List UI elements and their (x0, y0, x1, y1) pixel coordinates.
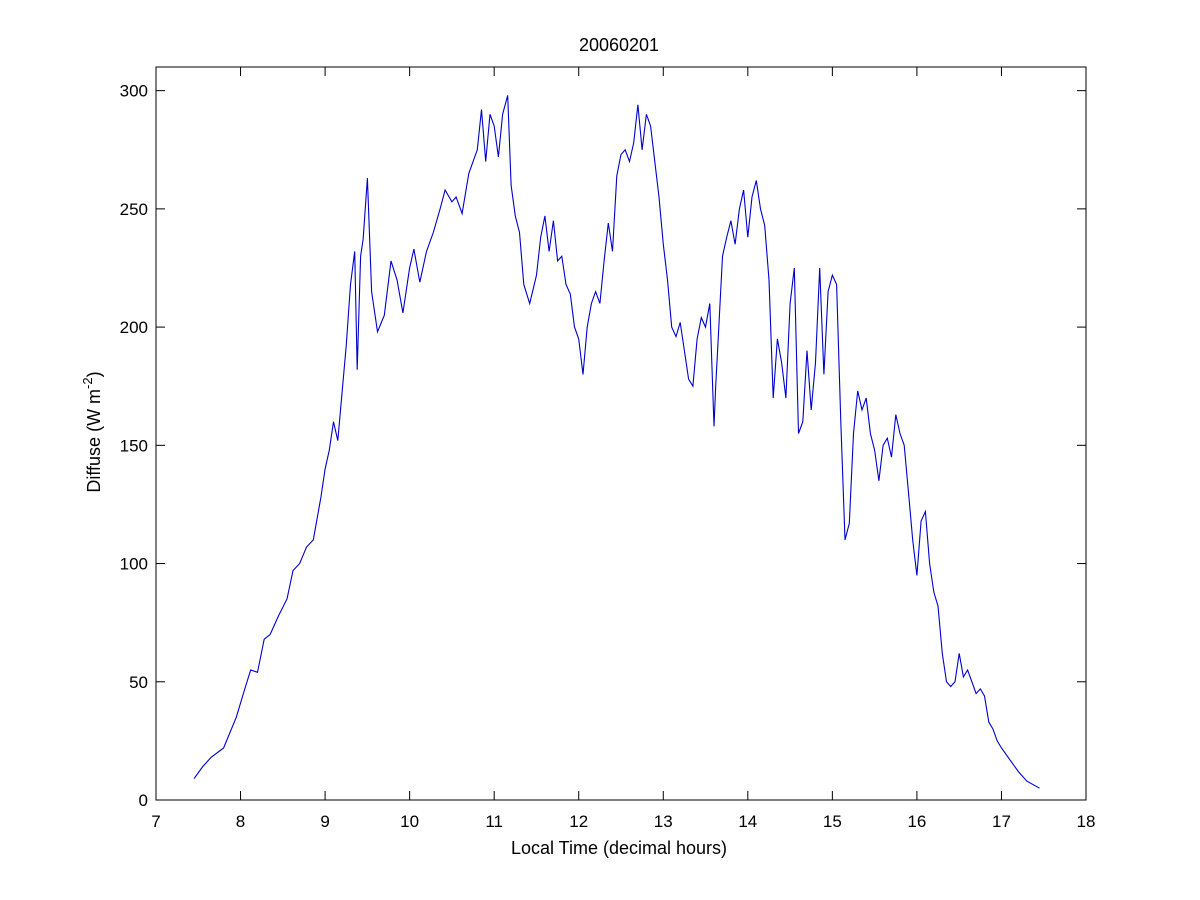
y-tick-label: 50 (129, 673, 148, 692)
x-tick-label: 8 (236, 812, 245, 831)
y-tick-label: 300 (120, 82, 148, 101)
y-axis: 0 50 100 150 200 250 300 (120, 82, 1086, 810)
y-axis-title-close: ) (84, 371, 104, 377)
x-tick-label: 13 (654, 812, 673, 831)
x-tick-label: 17 (992, 812, 1011, 831)
plot-area (155, 66, 1087, 801)
y-tick-label: 100 (120, 555, 148, 574)
y-axis-title-superscript: -2 (80, 377, 95, 389)
y-tick-label: 150 (120, 436, 148, 455)
x-tick-label: 10 (400, 812, 419, 831)
y-tick-label: 200 (120, 318, 148, 337)
series-line (193, 95, 1040, 789)
chart-title: 20060201 (579, 35, 659, 55)
x-tick-label: 7 (151, 812, 160, 831)
y-axis-title: Diffuse (W m-2) (80, 371, 104, 492)
y-axis-title-main: Diffuse (W m (84, 389, 104, 493)
x-tick-label: 14 (738, 812, 757, 831)
y-tick-label: 250 (120, 200, 148, 219)
x-tick-label: 15 (823, 812, 842, 831)
y-tick-label: 0 (139, 791, 148, 810)
x-tick-label: 9 (320, 812, 329, 831)
x-axis: 7 8 9 10 11 12 13 14 15 16 17 18 (151, 67, 1095, 831)
x-tick-label: 12 (569, 812, 588, 831)
x-tick-label: 18 (1077, 812, 1096, 831)
x-axis-title: Local Time (decimal hours) (511, 838, 727, 858)
x-tick-label: 11 (485, 812, 503, 831)
x-tick-label: 16 (907, 812, 926, 831)
